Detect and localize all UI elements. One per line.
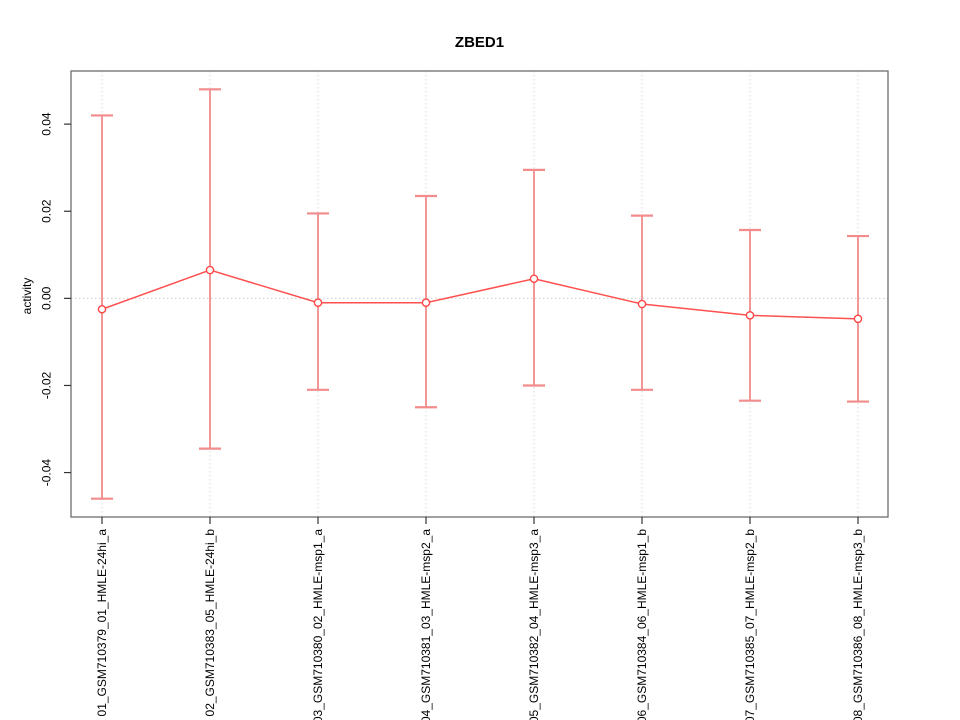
y-tick-label: -0.02: [40, 371, 54, 399]
data-point: [637, 299, 647, 309]
y-tick-label: 0.00: [40, 286, 54, 310]
x-tick-label: 07_GSM710385_07_HMLE-msp2_b: [743, 529, 757, 720]
x-tick-label: 05_GSM710382_04_HMLE-msp3_a: [527, 529, 541, 720]
x-tick-label: 04_GSM710381_03_HMLE-msp2_a: [419, 529, 433, 720]
y-tick-label: 0.04: [40, 112, 54, 136]
data-point: [745, 311, 755, 320]
plot-border: [70, 70, 889, 518]
y-tick-label: -0.04: [40, 459, 54, 487]
x-tick-label: 08_GSM710386_08_HMLE-msp3_b: [851, 529, 865, 720]
x-tick-label: 03_GSM710380_02_HMLE-msp1_a: [311, 529, 325, 720]
y-tick-label: 0.02: [40, 199, 54, 223]
x-tick-label: 02_GSM710383_05_HMLE-24hi_b: [203, 529, 217, 717]
data-point: [529, 274, 539, 284]
data-point: [853, 314, 863, 324]
data-point: [97, 304, 107, 314]
chart-title: ZBED1: [454, 34, 505, 51]
x-tick-label: 06_GSM710384_06_HMLE-msp1_b: [635, 529, 649, 720]
data-point: [313, 298, 323, 308]
data-point: [421, 298, 431, 308]
x-tick-label: 01_GSM710379_01_HMLE-24hi_a: [95, 529, 109, 717]
series-line: [101, 269, 859, 320]
data-point: [205, 265, 215, 275]
